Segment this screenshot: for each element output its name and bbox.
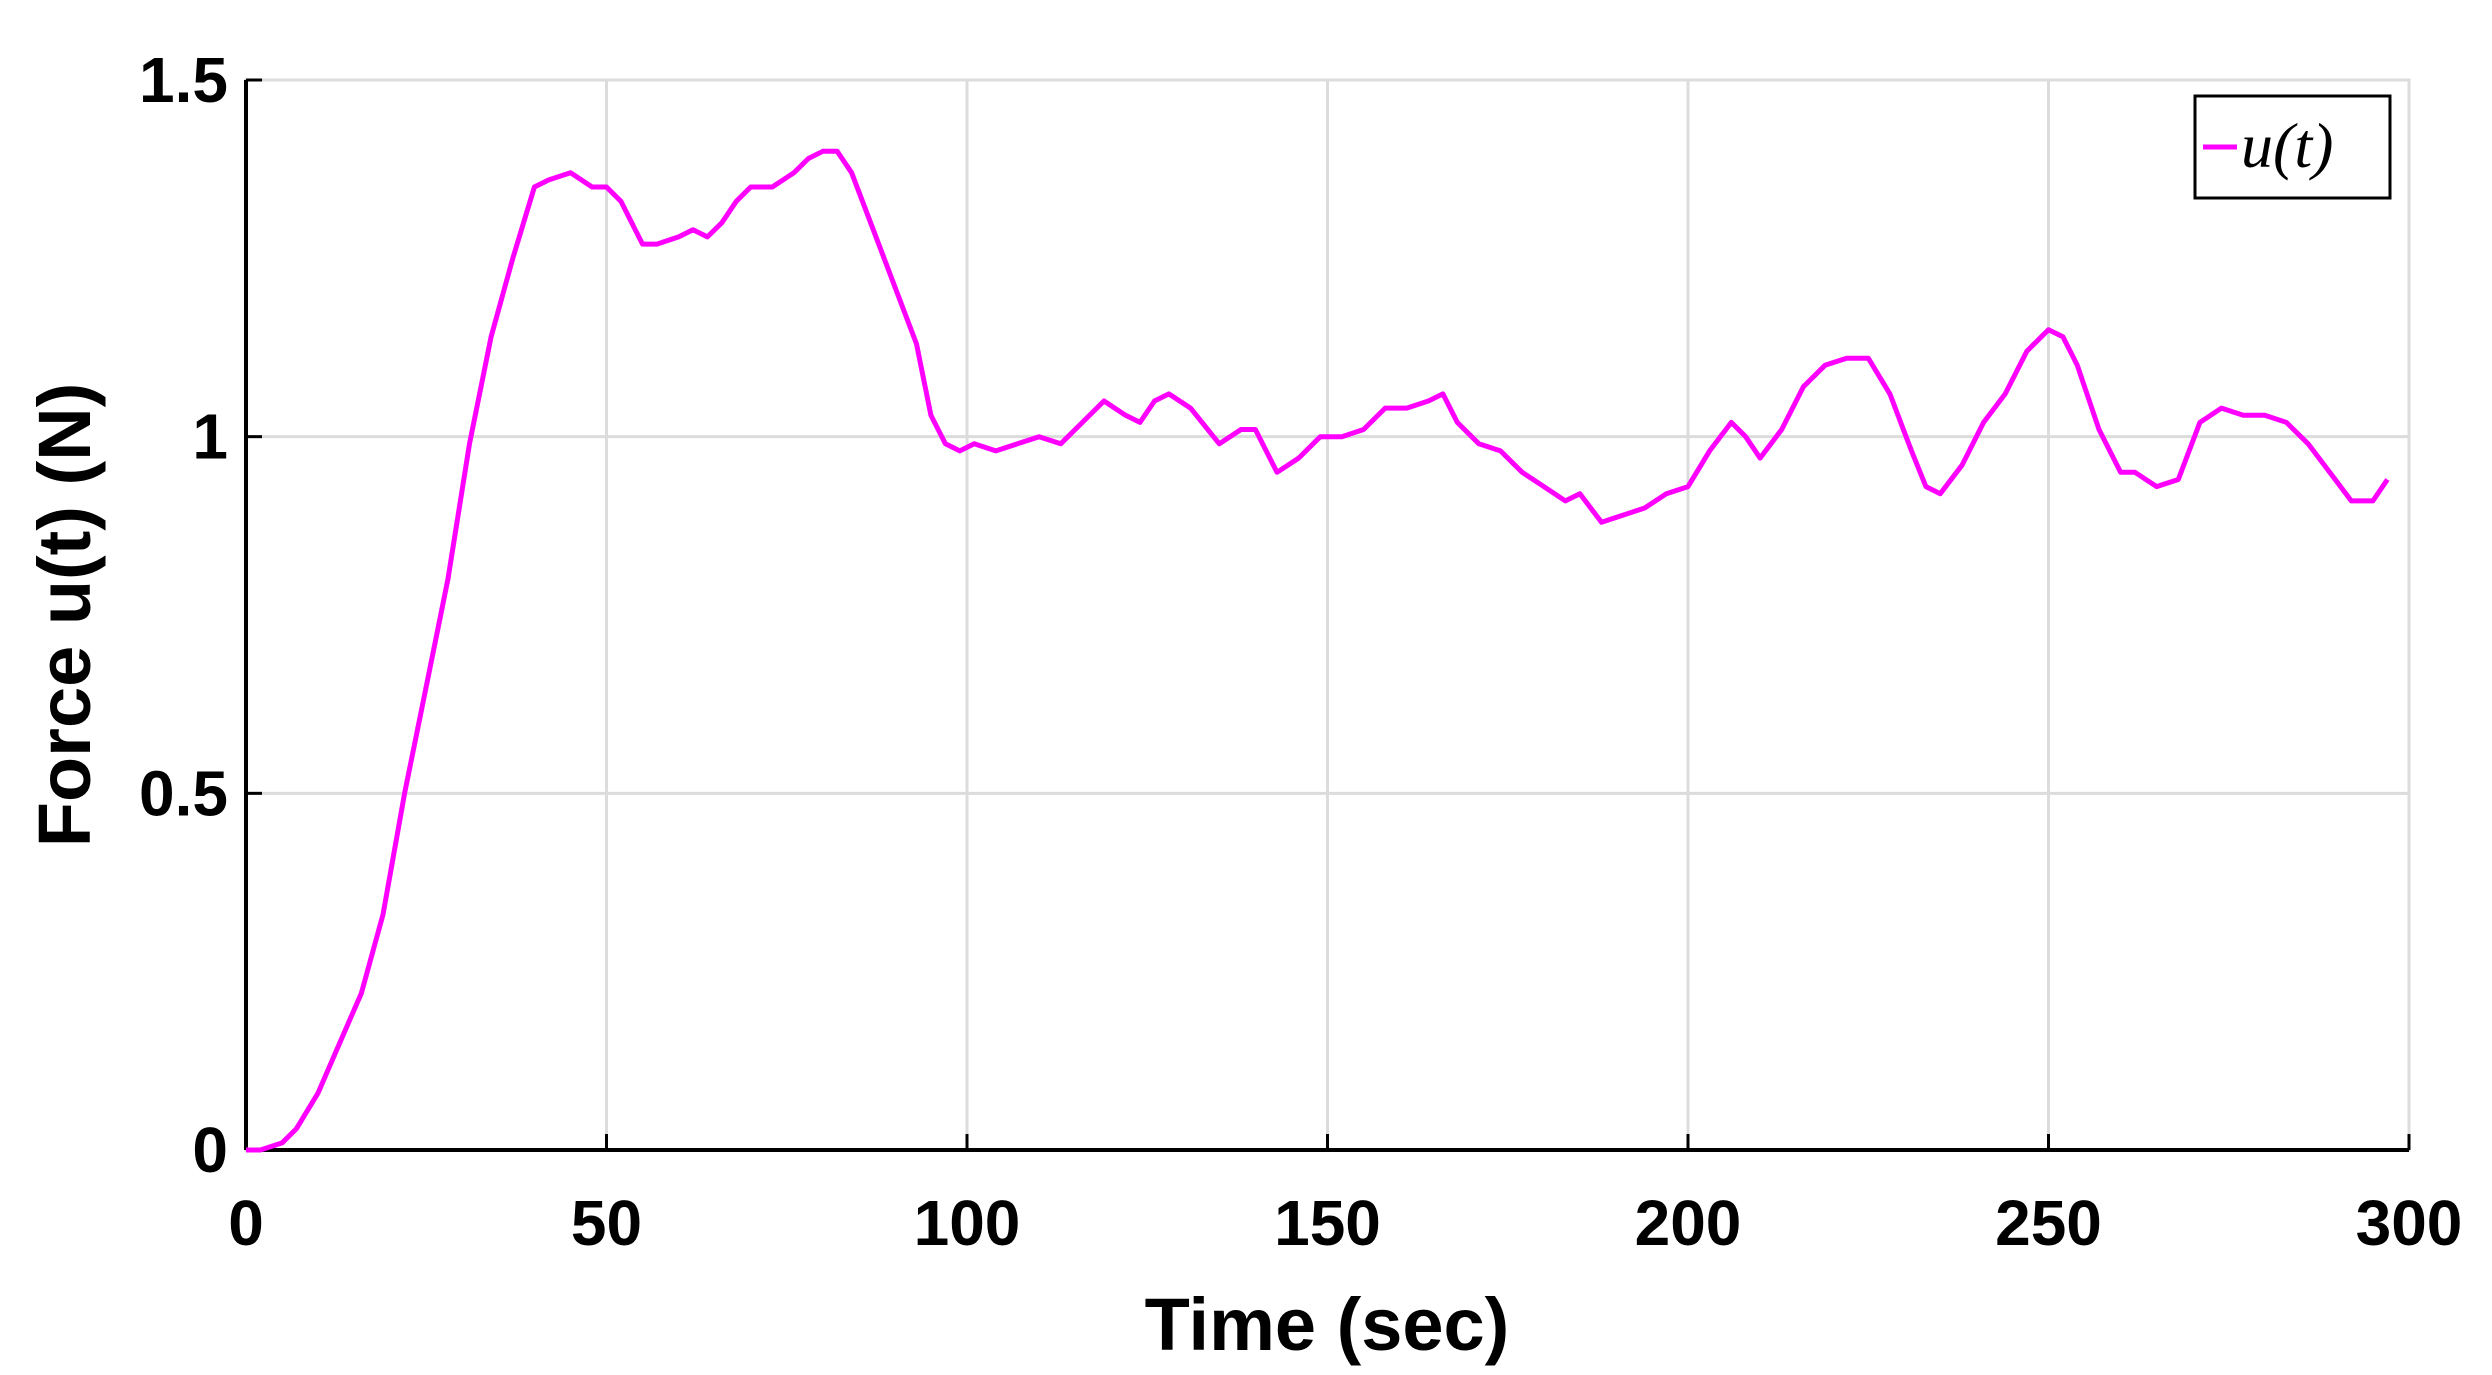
data-line [246,148,2390,1153]
y-tick-label: 0.5 [139,757,228,829]
x-tick-label: 50 [571,1187,642,1259]
y-tick-label: 1 [192,401,228,473]
x-tick-label: 100 [914,1187,1021,1259]
x-tick-label: 0 [228,1187,264,1259]
legend-label: u(t) [2241,110,2333,181]
x-tick-label: 200 [1635,1187,1742,1259]
y-axis-label: Force u(t) (N) [23,383,106,848]
x-axis-label: Time (sec) [1145,1283,1510,1366]
x-tick-label: 150 [1274,1187,1381,1259]
x-tick-label: 300 [2356,1187,2463,1259]
y-tick-label: 0 [192,1114,228,1186]
x-tick-label: 250 [1995,1187,2102,1259]
y-tick-label: 1.5 [139,44,228,116]
